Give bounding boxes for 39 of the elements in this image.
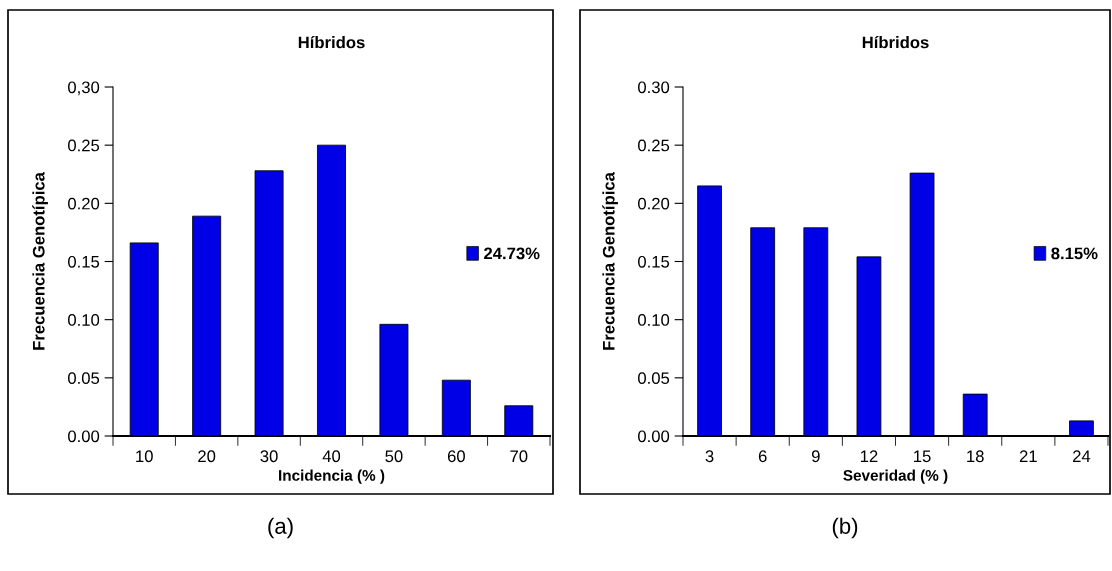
y-tick-label: 0.25 <box>68 139 100 152</box>
y-tick-label: 0.15 <box>638 255 670 268</box>
y-tick-label: 0.05 <box>68 372 100 385</box>
chart-title: Híbridos <box>862 35 929 49</box>
x-tick-label: 18 <box>967 450 984 463</box>
y-tick-label: 0.15 <box>68 255 100 268</box>
x-tick-label: 60 <box>447 450 465 463</box>
x-tick-label: 21 <box>1019 450 1037 462</box>
x-tick-label: 9 <box>811 450 820 463</box>
y-tick-label: 0.30 <box>638 81 670 94</box>
y-tick-label: 0.05 <box>638 372 670 385</box>
y-tick-label: 0.20 <box>68 197 100 210</box>
x-tick-label: 12 <box>860 450 878 462</box>
x-tick-label: 30 <box>260 450 278 463</box>
y-tick-label: 0.00 <box>638 430 670 443</box>
legend-label: 24.73% <box>484 247 540 260</box>
x-tick-label: 15 <box>914 450 931 463</box>
x-tick-label: 50 <box>385 450 403 463</box>
x-axis-title: Incidencia (% ) <box>279 469 385 484</box>
x-tick-label: 24 <box>1073 450 1091 462</box>
x-tick-label: 70 <box>510 450 528 463</box>
x-tick-label: 20 <box>198 450 216 463</box>
y-tick-label: 0.25 <box>638 139 670 152</box>
y-tick-label: 0.10 <box>638 314 670 326</box>
x-tick-label: 3 <box>705 450 714 463</box>
text: (b) <box>832 517 858 539</box>
y-axis-title: Frecuencia Genotípica <box>32 172 48 350</box>
chart-title: Híbridos <box>298 35 365 49</box>
y-tick-label: 0,30 <box>68 81 100 96</box>
y-axis-title: Frecuencia Genotípica <box>602 172 618 350</box>
x-axis-title: Severidad (% ) <box>843 469 948 484</box>
x-tick-label: 6 <box>758 450 767 463</box>
text: (a) <box>268 517 293 539</box>
y-tick-label: 0.10 <box>68 314 100 326</box>
x-tick-label: 40 <box>322 450 341 463</box>
x-tick-label: 10 <box>136 450 153 463</box>
y-tick-label: 0.00 <box>68 430 100 443</box>
legend-label: 8.15% <box>1051 247 1098 260</box>
y-tick-label: 0.20 <box>638 197 670 210</box>
